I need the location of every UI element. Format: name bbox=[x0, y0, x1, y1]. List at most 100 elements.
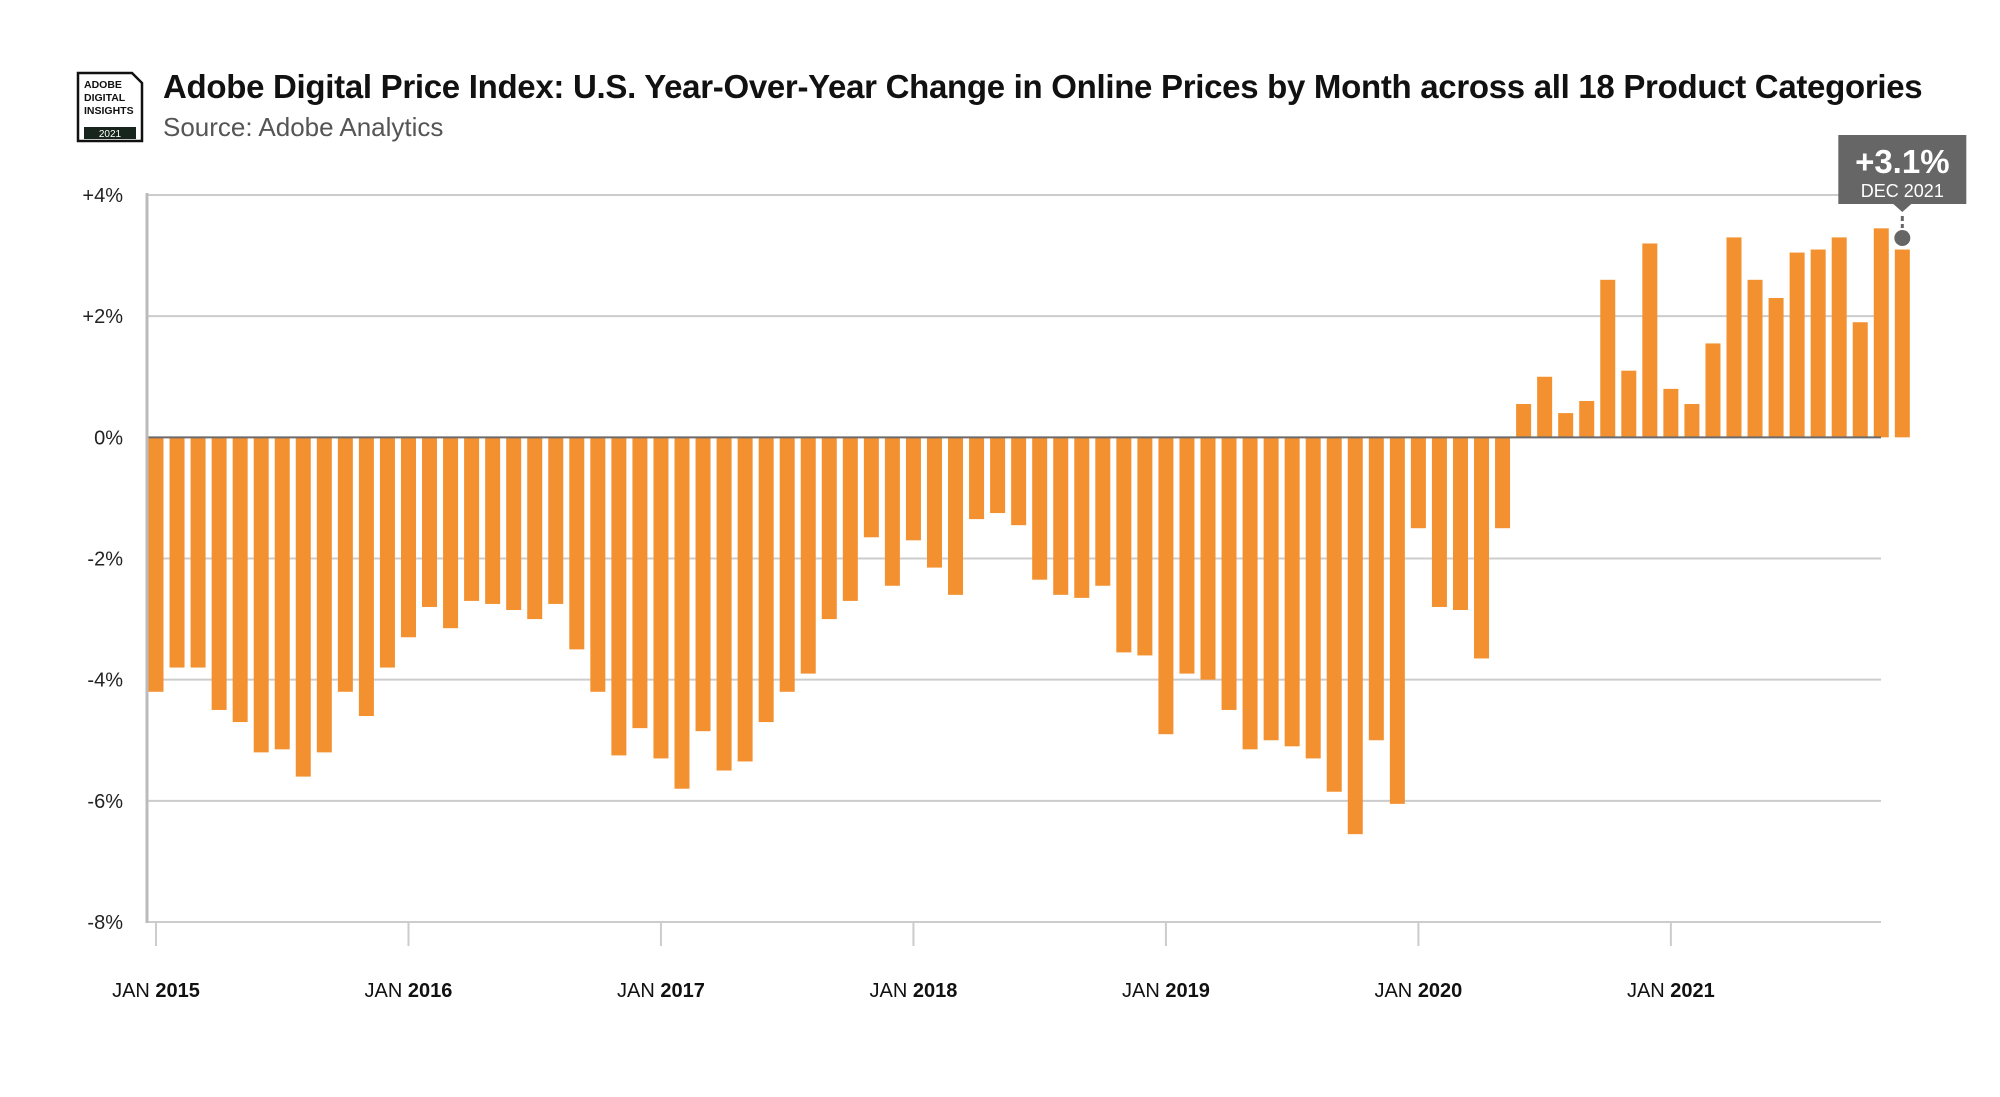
adobe-digital-insights-logo: ADOBE DIGITAL INSIGHTS 2021 bbox=[76, 71, 144, 143]
bar bbox=[716, 437, 732, 771]
bar bbox=[990, 437, 1006, 514]
y-tick-label: +2% bbox=[82, 306, 123, 328]
bar bbox=[1621, 370, 1637, 438]
y-tick-label: -4% bbox=[87, 670, 123, 692]
callout-pointer bbox=[1893, 204, 1912, 212]
x-tick-label: JAN 2015 bbox=[112, 980, 200, 1002]
bar bbox=[632, 437, 648, 729]
y-tick-label: -8% bbox=[87, 912, 123, 934]
bar bbox=[758, 437, 774, 723]
callout-box bbox=[1838, 135, 1967, 204]
bar bbox=[548, 437, 564, 604]
x-tick-year: 2019 bbox=[1165, 980, 1210, 1002]
bar bbox=[569, 437, 585, 650]
bar bbox=[1032, 437, 1048, 580]
x-tick-year: 2015 bbox=[155, 980, 200, 1002]
logo-line-3: INSIGHTS bbox=[84, 105, 134, 117]
x-tick-year: 2020 bbox=[1418, 980, 1463, 1002]
bar bbox=[1831, 237, 1847, 438]
bar bbox=[1642, 243, 1658, 438]
bar bbox=[295, 437, 311, 777]
bar bbox=[422, 437, 438, 607]
x-tick-label: JAN 2016 bbox=[365, 980, 453, 1002]
bar bbox=[1095, 437, 1111, 586]
bar bbox=[1158, 437, 1174, 735]
x-tick-month: JAN bbox=[870, 980, 913, 1002]
bar bbox=[1495, 437, 1511, 529]
chart-subtitle: Source: Adobe Analytics bbox=[163, 112, 444, 142]
bar bbox=[779, 437, 795, 692]
bar bbox=[190, 437, 206, 668]
x-tick-label: JAN 2018 bbox=[870, 980, 958, 1002]
bar bbox=[316, 437, 332, 753]
bar bbox=[884, 437, 900, 586]
x-axis-ticks: JAN 2015 JAN 2016 JAN 2017 JAN 2018 JAN 2019… bbox=[112, 922, 1715, 1002]
y-tick-label: 0% bbox=[94, 427, 123, 449]
bar bbox=[1810, 249, 1826, 438]
x-tick-label: JAN 2020 bbox=[1374, 980, 1462, 1002]
x-tick-month: JAN bbox=[365, 980, 408, 1002]
x-tick-month: JAN bbox=[617, 980, 660, 1002]
bar bbox=[1537, 376, 1553, 438]
bar bbox=[969, 437, 985, 520]
bar bbox=[1452, 437, 1468, 610]
x-tick-year: 2021 bbox=[1670, 980, 1715, 1002]
x-tick-year: 2018 bbox=[913, 980, 958, 1002]
bar bbox=[1305, 437, 1321, 759]
bar bbox=[1326, 437, 1342, 792]
bar bbox=[1705, 343, 1721, 438]
x-tick-label: JAN 2017 bbox=[617, 980, 705, 1002]
bar bbox=[443, 437, 459, 629]
bar bbox=[1558, 413, 1574, 438]
bar bbox=[337, 437, 353, 692]
logo-year: 2021 bbox=[99, 129, 122, 140]
bar bbox=[1600, 279, 1616, 438]
bar bbox=[1137, 437, 1153, 656]
callout-date: DEC 2021 bbox=[1861, 181, 1944, 201]
bar bbox=[800, 437, 816, 674]
bar bbox=[1179, 437, 1195, 674]
y-tick-label: -6% bbox=[87, 791, 123, 813]
bar bbox=[653, 437, 669, 759]
x-tick-month: JAN bbox=[1627, 980, 1670, 1002]
bar bbox=[1789, 252, 1805, 438]
logo-line-2: DIGITAL bbox=[84, 92, 126, 104]
bar bbox=[1410, 437, 1426, 529]
bar bbox=[1768, 297, 1784, 438]
callout-marker-dot bbox=[1894, 230, 1911, 246]
bar bbox=[695, 437, 711, 732]
bar bbox=[379, 437, 395, 668]
bar bbox=[1389, 437, 1405, 804]
bar bbox=[253, 437, 269, 753]
bar bbox=[400, 437, 416, 638]
gridlines bbox=[147, 194, 1881, 923]
bar bbox=[1726, 237, 1742, 438]
bar bbox=[905, 437, 921, 541]
bar bbox=[1263, 437, 1279, 741]
bar bbox=[358, 437, 374, 717]
x-tick-month: JAN bbox=[112, 980, 155, 1002]
x-tick-label: JAN 2021 bbox=[1627, 980, 1715, 1002]
bar bbox=[211, 437, 227, 710]
x-tick-year: 2017 bbox=[660, 980, 705, 1002]
bar bbox=[590, 437, 606, 692]
bar bbox=[274, 437, 290, 750]
logo-year-strip bbox=[84, 127, 136, 139]
bar bbox=[674, 437, 690, 789]
x-tick-month: JAN bbox=[1374, 980, 1417, 1002]
bar bbox=[926, 437, 942, 568]
bar bbox=[232, 437, 248, 723]
bar bbox=[1684, 404, 1700, 438]
bar bbox=[1284, 437, 1300, 747]
bar bbox=[1579, 400, 1595, 438]
logo-line-1: ADOBE bbox=[84, 79, 122, 91]
bar bbox=[1894, 249, 1910, 438]
bar bbox=[1516, 404, 1532, 438]
x-tick-year: 2016 bbox=[408, 980, 453, 1002]
chart-title: Adobe Digital Price Index: U.S. Year-Ove… bbox=[163, 68, 1923, 105]
bar bbox=[485, 437, 501, 604]
bar bbox=[737, 437, 753, 762]
bar bbox=[1663, 388, 1679, 438]
bar bbox=[1011, 437, 1027, 526]
